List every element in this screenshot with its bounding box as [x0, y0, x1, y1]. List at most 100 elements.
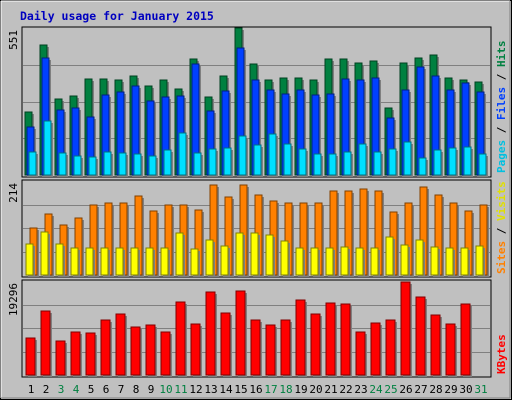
bar-marks: [24, 27, 489, 377]
bar-visits-day-17: [265, 234, 275, 277]
bar-pages-day-16-face: [253, 144, 262, 176]
bar-visits-day-8: [130, 247, 140, 277]
bar-kbytes-day-13: [205, 291, 217, 377]
x-tick-label-day-17: 17: [264, 383, 277, 396]
bar-visits-day-1: [25, 243, 35, 277]
bar-visits-day-9: [145, 247, 155, 277]
x-tick-label-day-28: 28: [429, 383, 442, 396]
bar-kbytes-day-4-face: [70, 331, 81, 376]
legend-kbytes: KBytes: [495, 334, 508, 374]
bar-kbytes-day-10-face: [160, 331, 171, 376]
bar-kbytes-day-2: [40, 310, 52, 377]
x-tick-label-day-3: 3: [58, 383, 65, 396]
legend-pages: Pages: [495, 140, 508, 173]
bar-visits-day-29: [445, 247, 455, 277]
x-tick-label-day-19: 19: [294, 383, 307, 396]
bar-pages-day-10: [163, 149, 173, 177]
x-tick-labels: 1 2 3 4 5 6 7 8 9 10 11 12 13 14 15 16 17 18 19 20 21 22 23 24 2…: [28, 383, 488, 396]
ymax-label-sites: 214: [7, 183, 20, 203]
bar-pages-day-14-face: [223, 147, 232, 176]
bar-pages-day-21: [328, 153, 338, 177]
bar-pages-day-5-face: [88, 156, 97, 176]
bar-pages-day-17-face: [268, 133, 277, 176]
bar-kbytes-day-3: [55, 340, 67, 377]
bar-pages-day-1-face: [28, 151, 37, 176]
bar-visits-day-23: [355, 247, 365, 277]
bar-kbytes-day-14: [220, 312, 232, 377]
bar-kbytes-day-5-face: [85, 332, 96, 376]
bar-pages-day-10-face: [163, 149, 172, 176]
bar-kbytes-day-20-face: [310, 313, 321, 376]
bar-kbytes-day-9: [145, 324, 157, 377]
bar-pages-day-23: [358, 143, 368, 177]
x-tick-label-day-12: 12: [189, 383, 202, 396]
bar-kbytes-day-9-face: [145, 324, 156, 376]
bar-pages-day-9-face: [148, 155, 157, 176]
bar-pages-day-30: [463, 146, 473, 177]
bar-visits-day-7-face: [115, 247, 124, 276]
bar-visits-day-26-face: [400, 244, 409, 276]
bar-pages-day-31: [478, 153, 488, 177]
bar-pages-day-7-face: [118, 152, 127, 176]
legend-visits: Visits: [495, 181, 508, 221]
bar-pages-day-5: [88, 156, 98, 177]
x-tick-label-day-18: 18: [279, 383, 292, 396]
x-tick-label-day-24: 24: [369, 383, 383, 396]
legend-files: Files: [495, 87, 508, 120]
x-tick-label-day-4: 4: [73, 383, 80, 396]
bar-kbytes-day-13-face: [205, 291, 216, 376]
bar-kbytes-day-25-face: [385, 319, 396, 376]
bar-pages-day-17: [268, 133, 278, 177]
bar-kbytes-day-7: [115, 313, 127, 377]
bar-visits-day-15-face: [235, 232, 244, 276]
bar-visits-day-24: [370, 247, 380, 277]
bar-kbytes-day-22-face: [340, 303, 351, 376]
bar-kbytes-day-23: [355, 331, 367, 377]
bar-kbytes-day-16-face: [250, 319, 261, 376]
bar-visits-day-30-face: [460, 247, 469, 276]
bar-pages-day-9: [148, 155, 158, 177]
bar-visits-day-22-face: [340, 246, 349, 276]
legend-sites: Sites: [495, 241, 508, 274]
bar-pages-day-13-face: [208, 148, 217, 176]
bar-visits-day-15: [235, 232, 245, 277]
bar-pages-day-8-face: [133, 153, 142, 176]
bar-kbytes-day-18-face: [280, 319, 291, 376]
bar-kbytes-day-15: [235, 290, 247, 377]
bar-visits-day-20: [310, 247, 320, 277]
bar-kbytes-day-3-face: [55, 340, 66, 376]
bar-visits-day-4: [70, 247, 80, 277]
bar-visits-day-21: [325, 247, 335, 277]
bar-pages-day-19-face: [298, 148, 307, 176]
bar-kbytes-day-22: [340, 303, 352, 377]
bar-visits-day-25: [385, 236, 395, 277]
bar-kbytes-day-24: [370, 322, 382, 377]
bar-visits-day-31: [475, 245, 485, 277]
x-tick-label-day-8: 8: [133, 383, 140, 396]
bar-visits-day-25-face: [385, 236, 394, 276]
bar-kbytes-day-24-face: [370, 322, 381, 376]
bar-visits-day-10: [160, 247, 170, 277]
bar-kbytes-day-11: [175, 301, 187, 377]
bar-visits-day-16: [250, 232, 260, 277]
bar-kbytes-day-16: [250, 319, 262, 377]
x-tick-label-day-16: 16: [249, 383, 262, 396]
legend-slash-2: /: [495, 73, 508, 80]
bar-pages-day-11: [178, 132, 188, 177]
bar-kbytes-day-5: [85, 332, 97, 377]
bar-pages-day-26: [403, 141, 413, 177]
bar-visits-day-5-face: [85, 247, 94, 276]
bar-kbytes-day-6-face: [100, 319, 111, 376]
bar-visits-day-3: [55, 243, 65, 277]
bar-pages-day-20-face: [313, 153, 322, 176]
chart-title: Daily usage for January 2015: [20, 9, 214, 23]
bar-visits-day-28-face: [430, 246, 439, 276]
x-tick-label-day-25: 25: [384, 383, 397, 396]
x-tick-label-day-26: 26: [399, 383, 412, 396]
bar-visits-day-6: [100, 247, 110, 277]
bar-pages-day-11-face: [178, 132, 187, 176]
bar-kbytes-day-6: [100, 319, 112, 377]
bar-kbytes-day-12-face: [190, 323, 201, 376]
bar-pages-day-27: [418, 157, 428, 177]
